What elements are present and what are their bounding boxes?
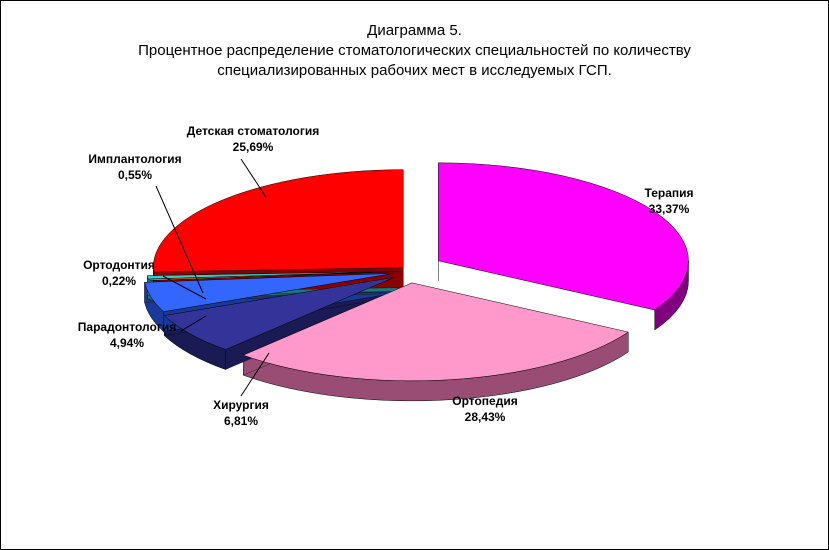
slice-label-5: Имплантология	[88, 152, 181, 166]
title-line-3: специализированных рабочих мест в исслед…	[217, 62, 612, 79]
slice-label-1: Ортопедия	[452, 394, 517, 408]
slice-value-6: 25,69%	[233, 140, 274, 154]
leader-line-4	[162, 275, 207, 300]
pie-slice-2	[163, 276, 395, 350]
slice-value-1: 28,43%	[465, 410, 506, 424]
pie-slice-3	[144, 273, 394, 312]
pie-slice-0	[438, 162, 689, 311]
slice-label-2: Хирургия	[213, 398, 269, 412]
leader-line-3	[180, 315, 207, 332]
pie-slice-5	[146, 271, 398, 280]
leader-line-2	[240, 352, 270, 397]
leader-line-6	[240, 158, 267, 198]
slice-value-0: 33,37%	[649, 202, 690, 216]
pie-slice-1	[242, 282, 629, 382]
pie-slice-6	[152, 169, 404, 273]
slice-label-3: Парадонтология	[78, 320, 176, 334]
pie-tops	[144, 162, 689, 382]
slice-label-0: Терапия	[644, 186, 693, 200]
slice-value-2: 6,81%	[224, 414, 258, 428]
chart-title: Диаграмма 5. Процентное распределение ст…	[1, 21, 828, 81]
pie-labels: Терапия 33,37% Ортопедия 28,43% Хирургия 6,81…	[78, 124, 694, 428]
title-line-1: Диаграмма 5.	[367, 22, 462, 39]
slice-value-5: 0,55%	[118, 168, 152, 182]
slice-label-4: Ортодонтия	[83, 258, 155, 272]
slice-value-3: 4,94%	[110, 336, 144, 350]
slice-value-4: 0,22%	[102, 274, 136, 288]
leader-line-5	[155, 185, 204, 294]
title-line-2: Процентное распределение стоматологическ…	[138, 42, 691, 59]
slice-label-6: Детская стоматология	[187, 124, 320, 138]
